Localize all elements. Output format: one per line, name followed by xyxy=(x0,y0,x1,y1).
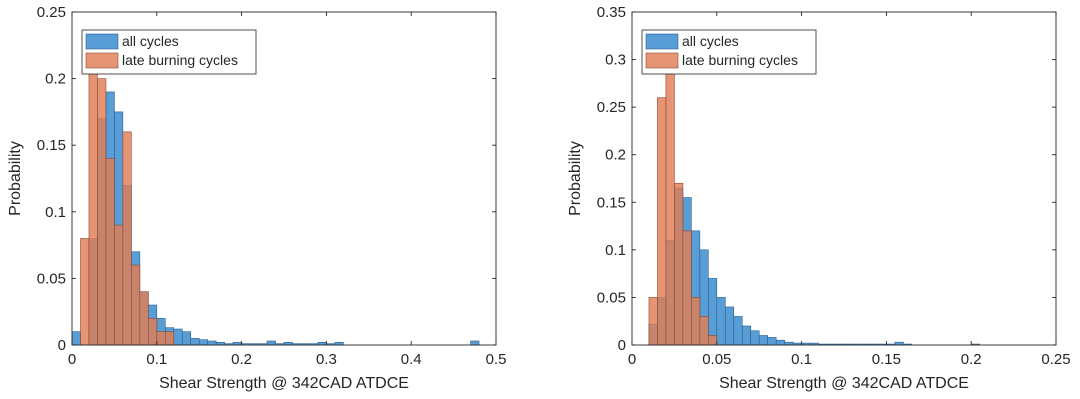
x-tick-label: 0.5 xyxy=(486,351,507,368)
x-tick-label: 0.1 xyxy=(146,351,167,368)
histogram-bar xyxy=(114,224,124,346)
histogram-bar xyxy=(156,331,166,346)
histogram-bar xyxy=(724,306,735,346)
histogram-bar xyxy=(139,291,149,346)
y-tick-label: 0.2 xyxy=(45,71,66,88)
x-tick-label: 0.4 xyxy=(401,351,422,368)
x-tick-label: 0.3 xyxy=(316,351,337,368)
histogram-bar xyxy=(657,97,667,346)
histogram-bar xyxy=(164,331,175,346)
histogram-bar xyxy=(97,78,107,346)
y-tick-label: 0.25 xyxy=(597,99,626,116)
y-tick-label: 0.3 xyxy=(605,52,626,69)
y-tick-label: 0.2 xyxy=(605,147,626,164)
y-tick-label: 0.15 xyxy=(37,137,66,154)
histogram-bar xyxy=(173,328,183,346)
x-axis-label: Shear Strength @ 342CAD ATDCE xyxy=(159,375,409,392)
legend-label: all cycles xyxy=(682,33,739,49)
histogram-bar xyxy=(691,297,701,346)
y-axis-label: Probability xyxy=(567,141,584,216)
y-tick-label: 0.05 xyxy=(597,289,626,306)
histogram-bar xyxy=(767,337,777,346)
histogram-bar xyxy=(207,340,217,346)
histogram-bar xyxy=(80,238,90,346)
y-tick-label: 0 xyxy=(58,337,66,354)
y-tick-label: 0.15 xyxy=(597,194,626,211)
legend-label: all cycles xyxy=(122,33,179,49)
histogram-bar xyxy=(148,318,158,346)
x-tick-label: 0.1 xyxy=(791,351,812,368)
y-tick-label: 0.05 xyxy=(37,270,66,287)
x-tick-label: 0 xyxy=(68,351,76,368)
x-tick-label: 0 xyxy=(628,351,636,368)
histogram-bar xyxy=(708,335,718,346)
legend-label: late burning cycles xyxy=(682,52,798,68)
y-tick-label: 0.1 xyxy=(605,242,626,259)
x-tick-label: 0.25 xyxy=(1041,351,1070,368)
histogram-bar xyxy=(750,330,760,346)
histogram-bar xyxy=(699,316,709,346)
legend-label: late burning cycles xyxy=(122,52,238,68)
axes-box xyxy=(631,11,1057,346)
y-tick-label: 0.35 xyxy=(597,4,626,21)
y-tick-label: 0.1 xyxy=(45,204,66,221)
histogram-bar xyxy=(470,340,480,346)
y-tick-label: 0 xyxy=(618,337,626,354)
histogram-bar xyxy=(181,331,192,346)
histogram-bar xyxy=(266,340,276,346)
histogram-bar xyxy=(682,230,692,346)
histogram-bar xyxy=(198,339,208,346)
y-tick-label: 0.25 xyxy=(37,4,66,21)
histogram-bar xyxy=(674,182,684,346)
histogram-bar xyxy=(190,338,200,346)
histogram-bar xyxy=(758,335,768,346)
axes-box xyxy=(71,11,497,346)
histogram-bar xyxy=(741,325,752,346)
histogram-bar xyxy=(775,339,785,346)
x-tick-label: 0.2 xyxy=(231,351,252,368)
y-axis-label: Probability xyxy=(7,141,24,216)
x-axis-label: Shear Strength @ 342CAD ATDCE xyxy=(719,375,969,392)
histogram-bar xyxy=(105,158,115,346)
chart-1: 0 0.1 0.2 0.3 0.4 0.5 0 0.05 0.1 0.15 0.2 0.25 Shear… xyxy=(7,4,506,392)
chart-2: 0 0.05 0.1 0.15 0.2 0.25 0 0.05 0.1 0.15 0.2 0.25 0.… xyxy=(567,4,1071,392)
histogram-bar xyxy=(131,264,141,346)
histogram-bar xyxy=(88,51,98,346)
histogram-bar xyxy=(648,297,658,346)
series-late-burning-cycles xyxy=(80,51,175,346)
histogram-bar xyxy=(708,278,718,346)
histogram-bar xyxy=(122,131,132,346)
histogram-bar xyxy=(71,331,81,346)
legend-swatch xyxy=(645,52,679,69)
x-tick-label: 0.05 xyxy=(702,351,731,368)
legend-swatch xyxy=(85,33,119,50)
legend-swatch xyxy=(645,33,679,50)
x-tick-label: 0.15 xyxy=(872,351,901,368)
legend-swatch xyxy=(85,52,119,69)
histogram-bar xyxy=(733,316,743,346)
histogram-bar xyxy=(665,30,675,346)
histogram-bar xyxy=(716,297,726,346)
legend: all cycles late burning cycles xyxy=(641,29,817,75)
legend: all cycles late burning cycles xyxy=(81,29,257,75)
x-tick-label: 0.2 xyxy=(961,351,982,368)
